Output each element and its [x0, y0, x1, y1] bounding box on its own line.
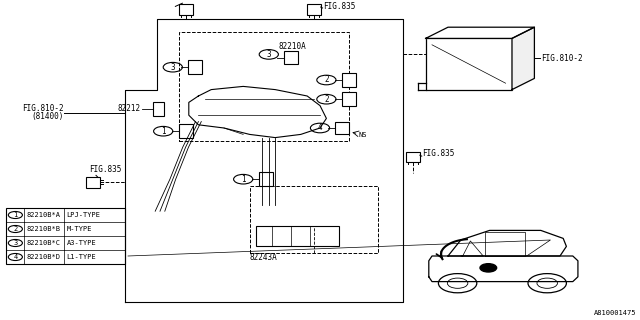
Bar [342, 73, 356, 87]
Bar [250, 186, 378, 253]
Text: 3: 3 [266, 50, 271, 59]
Bar [188, 60, 202, 74]
Polygon shape [448, 230, 566, 256]
Bar [6, 208, 125, 264]
Text: FIG.835: FIG.835 [90, 165, 122, 174]
Text: 82210B*D: 82210B*D [27, 254, 61, 260]
Text: NS: NS [358, 132, 367, 138]
Bar [179, 4, 193, 15]
Bar [342, 92, 356, 106]
Text: 3: 3 [170, 63, 175, 72]
Text: 4: 4 [13, 254, 17, 260]
Bar [256, 226, 339, 246]
Text: A810001475: A810001475 [595, 310, 637, 316]
Text: 2: 2 [324, 76, 329, 84]
Bar [259, 172, 273, 186]
Text: 1: 1 [161, 127, 166, 136]
Text: A3-TYPE: A3-TYPE [67, 240, 96, 246]
Bar [86, 177, 100, 188]
Text: 4: 4 [317, 124, 323, 132]
Text: 82210B*C: 82210B*C [27, 240, 61, 246]
Text: L1-TYPE: L1-TYPE [67, 254, 96, 260]
Text: 1: 1 [13, 212, 17, 218]
Bar [284, 51, 298, 64]
Text: 3: 3 [13, 240, 17, 246]
Text: 82243A: 82243A [250, 253, 277, 262]
Text: FIG.810-2: FIG.810-2 [541, 54, 582, 63]
Bar [179, 32, 349, 141]
Text: (81400): (81400) [31, 112, 64, 121]
Bar [153, 102, 164, 116]
Bar [307, 4, 321, 15]
Circle shape [480, 264, 497, 272]
Text: FIG.835: FIG.835 [150, 0, 182, 2]
Text: 2: 2 [324, 95, 329, 104]
Text: 82210B*A: 82210B*A [27, 212, 61, 218]
Text: FIG.835: FIG.835 [422, 149, 455, 158]
Bar [179, 124, 193, 138]
Bar [406, 152, 420, 162]
Polygon shape [512, 27, 534, 90]
Text: 1: 1 [241, 175, 246, 184]
Text: 82210A: 82210A [278, 42, 306, 51]
Text: 2: 2 [13, 226, 17, 232]
Polygon shape [429, 256, 578, 282]
Text: LPJ-TYPE: LPJ-TYPE [67, 212, 100, 218]
Text: 82212: 82212 [118, 104, 141, 113]
Text: FIG.810-2: FIG.810-2 [22, 104, 64, 113]
Text: FIG.835: FIG.835 [323, 2, 356, 11]
Text: 82210B*B: 82210B*B [27, 226, 61, 232]
Bar [335, 122, 349, 134]
Polygon shape [426, 27, 534, 38]
Bar [426, 38, 512, 90]
Text: M-TYPE: M-TYPE [67, 226, 92, 232]
